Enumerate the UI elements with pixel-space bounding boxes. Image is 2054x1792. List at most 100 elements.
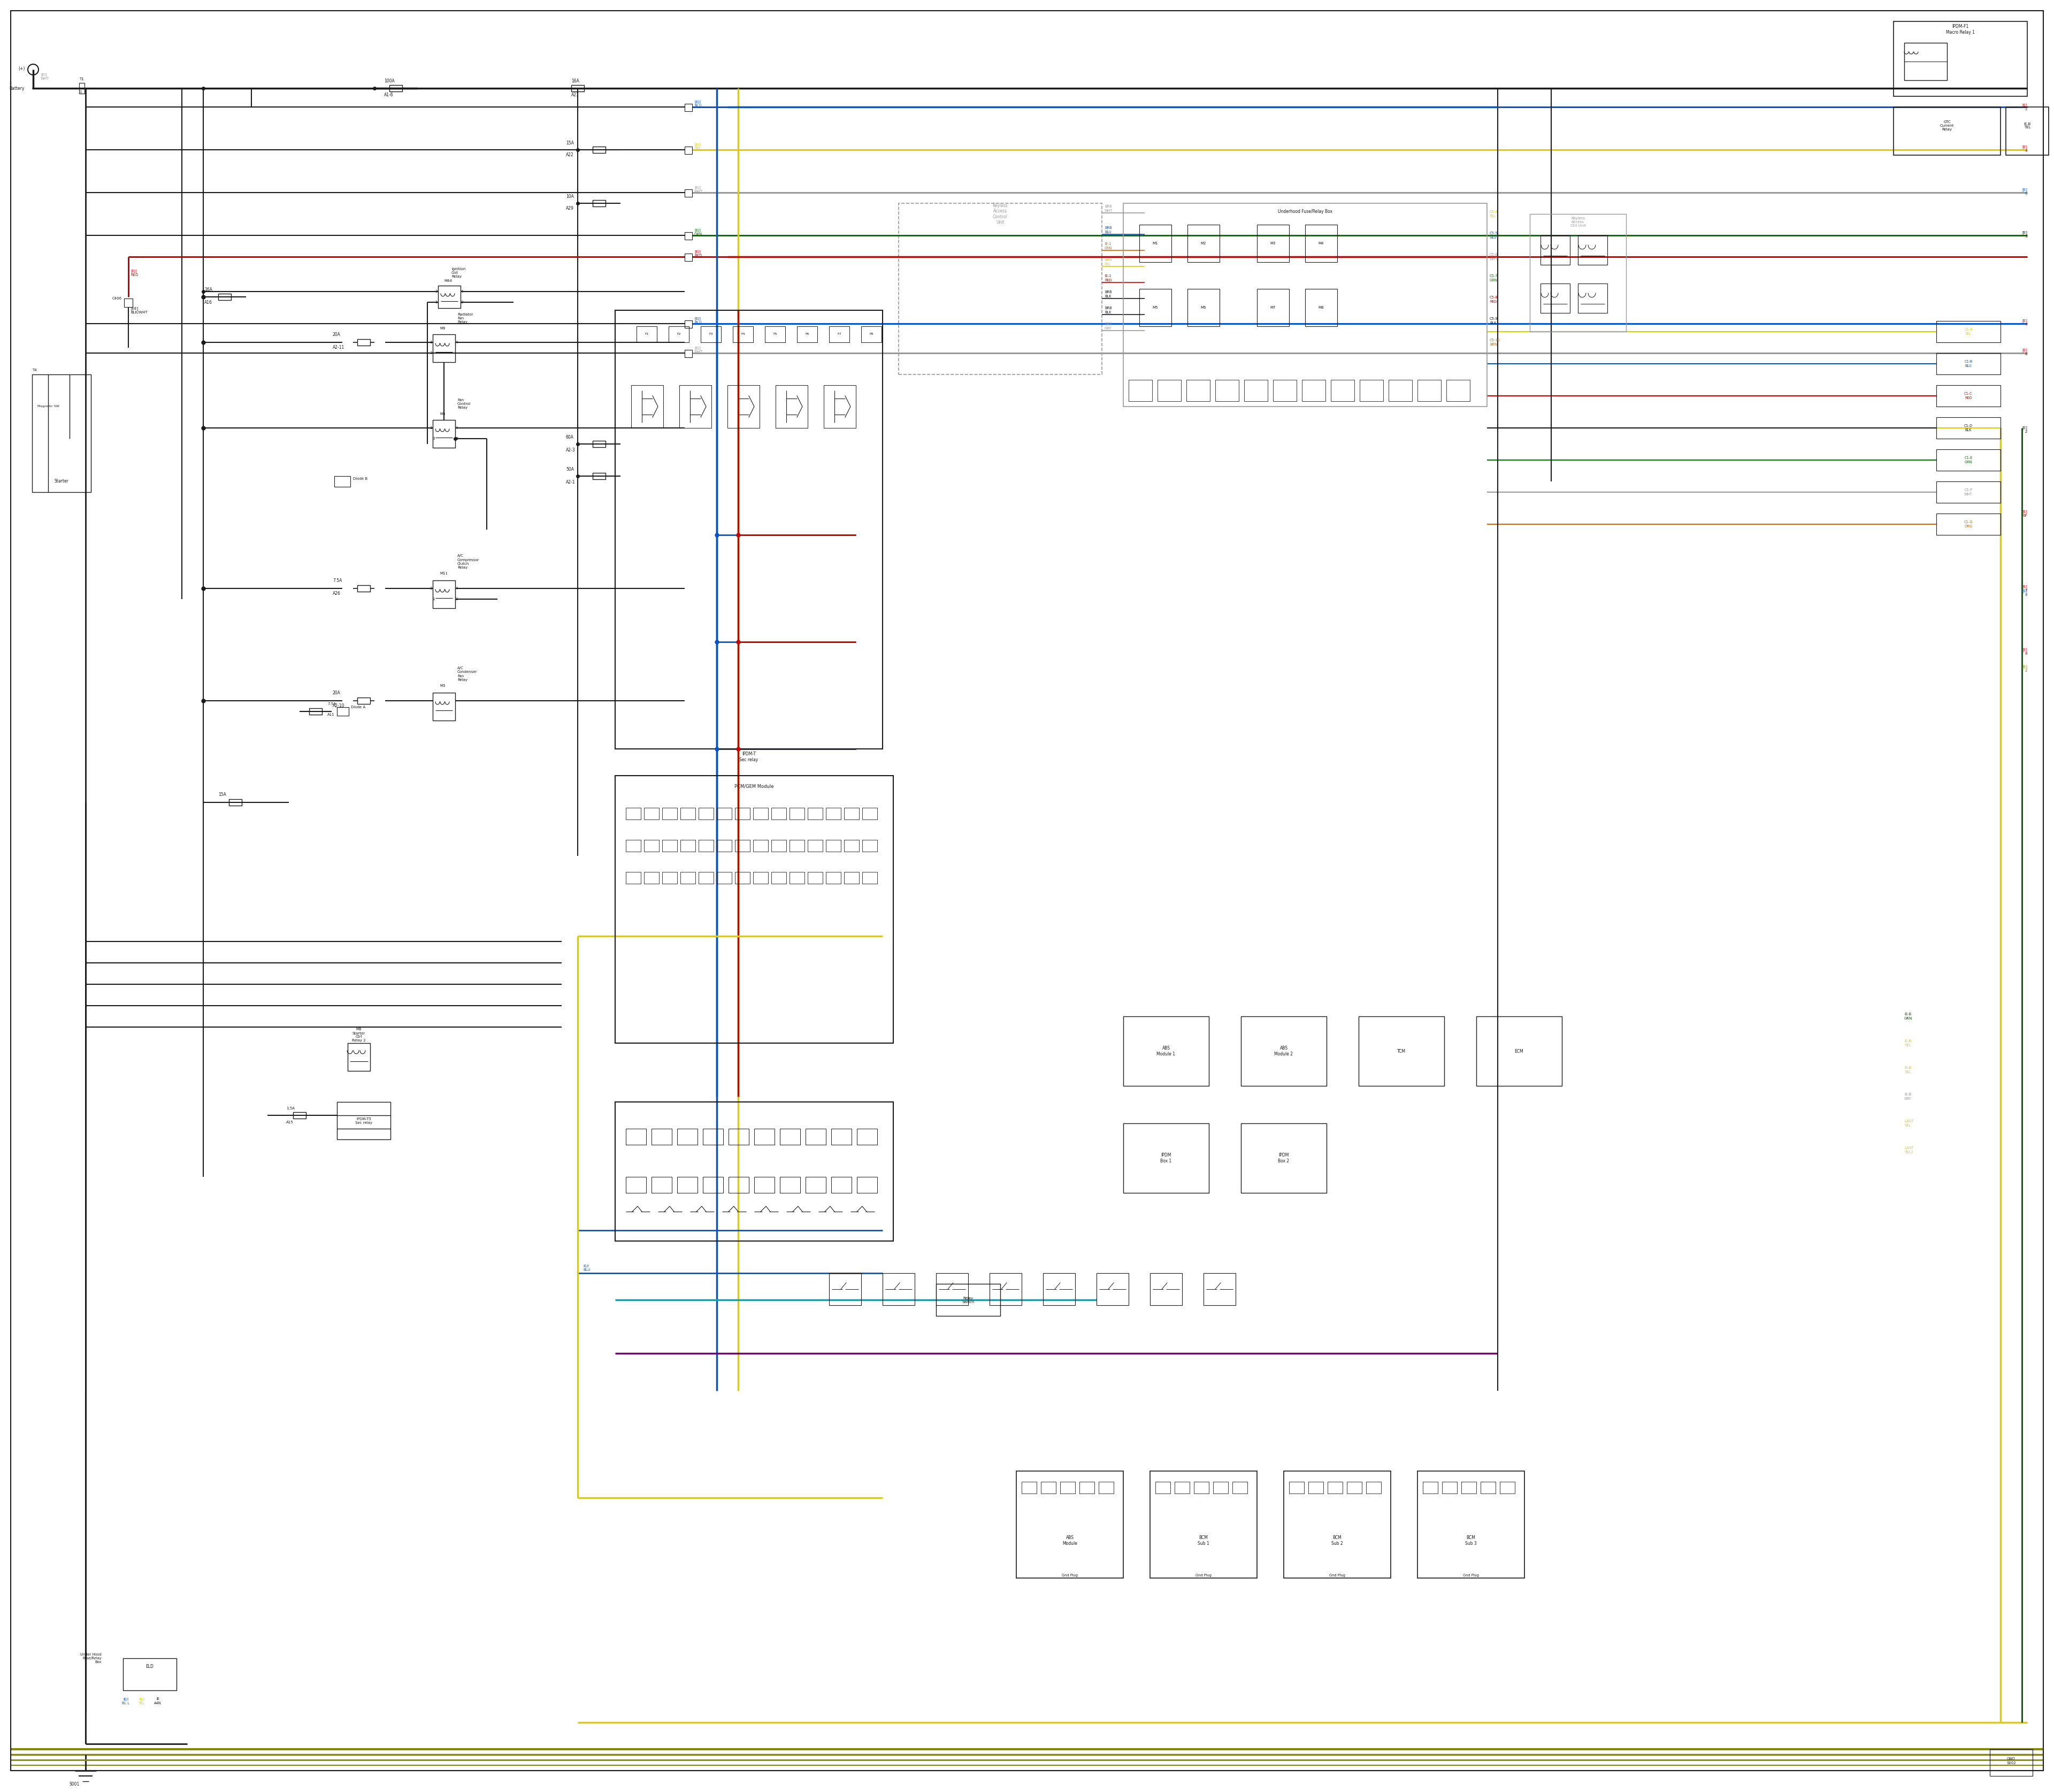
Text: Ignition
Coil
Relay: Ignition Coil Relay <box>452 267 466 278</box>
Text: A11: A11 <box>327 713 335 717</box>
Bar <box>1154 1482 1171 1493</box>
Text: C5-8
RED: C5-8 RED <box>1489 296 1497 303</box>
Text: A2-10: A2-10 <box>333 704 345 708</box>
Text: BRB
WHT: BRB WHT <box>1105 204 1113 211</box>
Text: 10A: 10A <box>567 195 573 199</box>
Bar <box>1937 450 2001 471</box>
Bar <box>614 310 883 749</box>
Text: M3: M3 <box>1269 242 1276 246</box>
Text: A2-3: A2-3 <box>567 448 575 453</box>
Bar <box>594 473 606 478</box>
Bar <box>1530 213 1627 332</box>
Bar <box>754 808 768 819</box>
Bar <box>807 873 824 883</box>
Bar <box>1021 1482 1037 1493</box>
Bar <box>1481 1482 1495 1493</box>
Bar <box>1331 380 1354 401</box>
Text: IE
A4N: IE A4N <box>154 1697 162 1704</box>
Text: BRB
BLK: BRB BLK <box>1105 290 1111 297</box>
Text: [E]
2: [E] 2 <box>2021 665 2027 672</box>
Bar <box>1041 1482 1056 1493</box>
Text: Gnd Plug: Gnd Plug <box>1195 1573 1212 1577</box>
Text: [E]
8: [E] 8 <box>2021 348 2027 355</box>
Bar <box>1347 1482 1362 1493</box>
Text: BCM
Sub 3: BCM Sub 3 <box>1465 1536 1477 1546</box>
Bar <box>123 299 134 306</box>
Text: C406: C406 <box>113 297 121 299</box>
Bar <box>1302 380 1325 401</box>
Bar <box>614 1102 893 1242</box>
Text: M2: M2 <box>1202 242 1206 246</box>
Text: IPDM-T5
Sec relay: IPDM-T5 Sec relay <box>355 1116 372 1124</box>
Bar <box>594 441 606 448</box>
Bar <box>1577 235 1608 265</box>
Bar <box>754 1177 774 1193</box>
Bar <box>645 808 659 819</box>
Text: Under Hood
Fuse/Relay
Box: Under Hood Fuse/Relay Box <box>80 1652 101 1663</box>
Bar <box>797 326 817 342</box>
Bar <box>863 840 877 851</box>
Text: Gnd Plug: Gnd Plug <box>1462 1573 1479 1577</box>
Bar <box>717 873 731 883</box>
Bar <box>863 873 877 883</box>
Text: Gnd Plug: Gnd Plug <box>1062 1573 1078 1577</box>
Text: M1: M1 <box>1152 242 1158 246</box>
Text: Starter: Starter <box>53 478 68 484</box>
Bar <box>717 808 731 819</box>
Bar <box>824 385 857 428</box>
Bar <box>645 873 659 883</box>
Bar <box>1257 289 1290 326</box>
Bar <box>1366 1482 1380 1493</box>
Bar <box>937 1283 1000 1315</box>
Text: [E]
7: [E] 7 <box>2021 319 2027 326</box>
Bar <box>1214 1482 1228 1493</box>
Bar <box>1990 1749 2033 1776</box>
Bar <box>1128 380 1152 401</box>
Bar <box>1187 380 1210 401</box>
Text: M11: M11 <box>440 572 448 575</box>
Bar <box>626 873 641 883</box>
Bar <box>1158 380 1181 401</box>
Text: Battery: Battery <box>8 86 25 91</box>
Bar <box>684 104 692 111</box>
Bar <box>1187 224 1220 262</box>
Bar <box>80 82 84 93</box>
Bar <box>684 190 692 197</box>
Bar <box>357 586 370 591</box>
Bar <box>1540 283 1569 314</box>
Bar <box>772 808 787 819</box>
Text: [EJ]
BLU: [EJ] BLU <box>694 100 702 108</box>
Bar <box>645 840 659 851</box>
Text: A22: A22 <box>567 152 573 158</box>
Text: Radiator
Fan
Relay: Radiator Fan Relay <box>458 314 472 324</box>
Text: IPDM-F1
Macro Relay 1: IPDM-F1 Macro Relay 1 <box>1945 25 1974 34</box>
Text: A16: A16 <box>203 301 212 305</box>
Bar <box>1304 224 1337 262</box>
Bar <box>1273 380 1296 401</box>
Bar <box>614 776 893 1043</box>
Bar <box>702 1129 723 1145</box>
Text: 5: 5 <box>456 437 458 441</box>
Bar <box>1540 235 1569 265</box>
Bar <box>1460 1482 1477 1493</box>
Text: [EJ]
YEL: [EJ] YEL <box>694 143 700 151</box>
Text: F6: F6 <box>805 333 809 335</box>
Bar <box>861 326 881 342</box>
Text: TCM: TCM <box>1397 1048 1405 1054</box>
Bar <box>1937 353 2001 375</box>
Text: ABS
Module 2: ABS Module 2 <box>1273 1047 1294 1055</box>
Text: [EJ]
WHT: [EJ] WHT <box>694 346 702 353</box>
Bar <box>776 385 807 428</box>
Bar <box>1232 1482 1247 1493</box>
Text: C5-9
BLK: C5-9 BLK <box>1489 317 1497 324</box>
Text: [EJ]
RED: [EJ] RED <box>694 249 702 258</box>
Text: IE-1
RED: IE-1 RED <box>1105 274 1111 281</box>
Bar <box>826 808 840 819</box>
Text: [E]
6F: [E] 6F <box>2021 511 2027 518</box>
Text: IE-B
YEL: IE-B YEL <box>1904 1066 1912 1073</box>
Bar <box>33 375 90 493</box>
Bar <box>717 840 731 851</box>
Bar <box>1204 1272 1237 1305</box>
Bar <box>1577 283 1608 314</box>
Bar <box>678 1177 698 1193</box>
